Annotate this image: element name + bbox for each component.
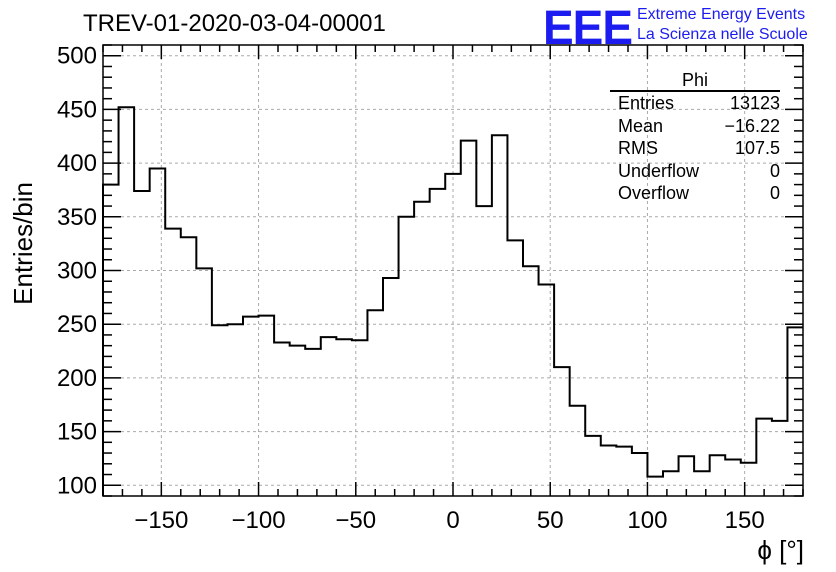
histogram-bin (647, 477, 663, 496)
chart-title: TREV-01-2020-03-04-00001 (83, 10, 386, 37)
stats-row: Underflow 0 (610, 160, 780, 183)
histogram-bin (694, 471, 710, 496)
x-tick-label: 150 (725, 507, 765, 534)
y-tick-label: 100 (57, 472, 97, 499)
x-tick-label: −100 (232, 507, 286, 534)
stats-label: Overflow (618, 183, 690, 203)
histogram-bin (274, 342, 290, 496)
histogram-bin (632, 453, 648, 496)
x-tick-label: 100 (627, 507, 667, 534)
stats-value: 0 (769, 183, 780, 203)
y-tick-label: 350 (57, 204, 97, 231)
histogram-bin (663, 471, 679, 496)
y-tick-label: 500 (57, 43, 97, 70)
y-tick-label: 250 (57, 311, 97, 338)
histogram-bin (227, 324, 243, 496)
histogram-series (102, 106, 803, 496)
histogram-bin (196, 268, 212, 496)
histogram-bin (150, 168, 166, 496)
histogram-bin (492, 135, 508, 496)
eee-logo-text: Extreme Energy Events La Scienza nelle S… (637, 5, 808, 45)
histogram-bin (119, 107, 135, 496)
y-tick-label: 150 (57, 419, 97, 446)
x-tick-label: −150 (134, 507, 188, 534)
eee-logo: EEE (543, 0, 633, 55)
histogram-bin (461, 141, 477, 496)
histogram-bin (165, 229, 181, 496)
histogram-bin (616, 447, 632, 496)
histogram-bin (259, 316, 275, 496)
histogram-bin (181, 237, 197, 496)
histogram-bin (725, 459, 741, 496)
histogram-line (102, 106, 803, 496)
histogram-bin (476, 206, 492, 496)
histogram-bin (336, 339, 352, 496)
x-tick-label: 50 (537, 507, 564, 534)
y-tick-label: 200 (57, 365, 97, 392)
histogram-bin (445, 174, 461, 496)
stats-value: −16.22 (724, 115, 780, 136)
stats-row: Mean −16.22 (610, 115, 780, 138)
histogram-bin (507, 240, 523, 496)
x-tick-label: 0 (446, 507, 459, 534)
y-tick-label: 450 (57, 96, 97, 123)
histogram-bin (290, 346, 306, 496)
histogram-bin (321, 337, 337, 496)
stats-value: 0 (769, 160, 780, 181)
histogram-bin (570, 406, 586, 496)
stats-label: Entries (618, 93, 675, 113)
histogram-bin (212, 325, 228, 496)
histogram-bin (243, 317, 259, 496)
histogram-bin (787, 327, 803, 496)
y-tick-label: 400 (57, 150, 97, 177)
y-tick-label: 300 (57, 258, 97, 285)
x-tick-label: −50 (335, 507, 376, 534)
stats-row: Entries 13123 (610, 92, 780, 115)
stats-value: 13123 (729, 93, 780, 113)
histogram-bin (134, 191, 150, 496)
histogram-bin (103, 185, 119, 496)
histogram-bin (710, 455, 726, 496)
histogram-bin (756, 419, 772, 496)
histogram-bin (352, 340, 368, 496)
histogram-bin (430, 189, 446, 496)
stats-title: Phi (610, 70, 780, 92)
logo-line-1: Extreme Energy Events (637, 6, 806, 23)
histogram-bin (585, 436, 601, 496)
histogram-bin (399, 217, 415, 496)
stats-label: RMS (618, 138, 658, 158)
histogram-bin (305, 349, 321, 496)
histogram-bin (741, 463, 757, 496)
stats-label: Underflow (618, 160, 700, 181)
logo-line-2: La Scienza nelle Scuole (637, 26, 808, 43)
histogram-bin (539, 284, 555, 496)
x-axis-label: ϕ [°] (757, 535, 804, 565)
stats-row: RMS 107.5 (610, 137, 780, 160)
stats-row: Overflow 0 (610, 182, 780, 205)
tick-labels: −150 −100 −50 0 50 100 150 100 150 200 250 300 350 40… (57, 43, 765, 534)
axis-ticks (102, 44, 804, 497)
stats-label: Mean (618, 115, 664, 136)
histogram-bin (554, 367, 570, 496)
y-axis-label-wrap: Entries/bin (8, 182, 38, 305)
histogram-bin (383, 278, 399, 496)
histogram-bin (601, 446, 617, 496)
histogram-bin (367, 310, 383, 496)
histogram-bin (414, 202, 430, 496)
stats-value: 107.5 (734, 138, 780, 158)
y-axis-label: Entries/bin (8, 182, 38, 305)
histogram-bin (523, 266, 539, 496)
stats-box: Phi Entries 13123 Mean −16.22 RMS 107.5 Und… (610, 70, 780, 205)
